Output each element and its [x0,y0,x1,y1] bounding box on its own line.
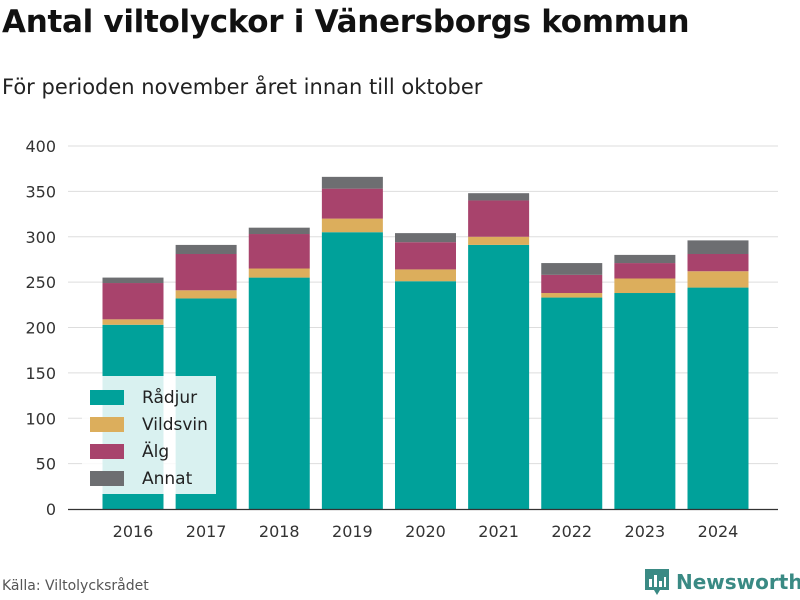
bar-segment-2019-vildsvin [321,218,383,233]
bar-segment-2017-vildsvin [175,290,237,299]
y-tick-label: 100 [25,409,56,428]
bar-segment-2024-rådjur [687,287,749,509]
y-tick-label: 200 [25,319,56,338]
legend-item-älg: Älg [82,438,216,465]
legend-swatch [90,471,124,486]
legend-label: Älg [142,441,170,462]
bar-segment-2021-älg [468,200,530,237]
bar-segment-2016-älg [102,283,164,320]
bar-segment-2020-vildsvin [395,269,456,282]
bar-segment-2018-vildsvin [248,268,310,278]
bar-segment-2022-älg [541,274,603,294]
y-tick-label: 0 [46,500,56,519]
x-tick-label: 2024 [698,522,739,541]
brand-name: Newsworthy [676,570,800,594]
bar-chart-logo-icon [645,569,669,595]
legend-label: Vildsvin [142,414,208,435]
bar-segment-2024-älg [687,253,749,272]
bar-segment-2022-annat [541,263,603,275]
y-axis-ticks: 0 50 100 150 200 250 300 350 400 [25,137,56,519]
bar-segment-2024-annat [687,240,749,254]
bar-segment-2022-rådjur [541,297,603,509]
legend-item-vildsvin: Vildsvin [82,411,216,438]
x-tick-label: 2022 [551,522,592,541]
y-tick-label: 250 [25,273,56,292]
legend-swatch [90,444,124,459]
legend-swatch [90,390,124,405]
y-tick-label: 50 [36,455,56,474]
bar-segment-2023-rådjur [614,293,676,509]
bar-segment-2024-vildsvin [687,271,749,288]
bar-segment-2020-älg [395,242,456,270]
bar-segment-2023-vildsvin [614,278,676,294]
bar-segment-2020-rådjur [395,281,456,509]
bar-segment-2019-rådjur [321,232,383,509]
y-tick-label: 400 [25,137,56,156]
legend: Rådjur Vildsvin Älg Annat [82,376,216,494]
bar-segment-2021-vildsvin [468,236,530,245]
bar-segment-2016-annat [102,277,164,284]
bar-segment-2019-annat [321,176,383,189]
chart-subtitle: För perioden november året innan till ok… [2,75,483,99]
x-tick-label: 2021 [478,522,519,541]
bar-segment-2018-älg [248,234,310,269]
bars [102,176,749,510]
bar-segment-2021-rådjur [468,244,530,510]
brand: Newsworthy [644,568,800,596]
bar-segment-2023-älg [614,263,676,279]
bar-segment-2023-annat [614,254,676,264]
bar-segment-2018-annat [248,227,310,235]
bar-segment-2021-annat [468,193,530,201]
bar-segment-2019-älg [321,188,383,219]
source-note: Källa: Viltolycksrådet [2,578,149,594]
legend-label: Annat [142,468,193,489]
bar-segment-2022-vildsvin [541,293,603,298]
bar-segment-2017-älg [175,253,237,291]
x-axis-ticks: 2016 2017 2018 2019 2020 2021 2022 2023 2024 [113,522,739,541]
x-tick-label: 2019 [332,522,373,541]
y-tick-label: 350 [25,182,56,201]
bar-segment-2017-annat [175,244,237,254]
y-tick-label: 300 [25,228,56,247]
bar-segment-2018-rådjur [248,277,310,509]
x-tick-label: 2023 [625,522,666,541]
x-tick-label: 2018 [259,522,300,541]
chart-title: Antal viltolyckor i Vänersborgs kommun [2,4,690,40]
legend-swatch [90,417,124,432]
legend-item-rådjur: Rådjur [82,384,216,411]
x-tick-label: 2020 [405,522,446,541]
legend-item-annat: Annat [82,465,216,492]
bar-segment-2016-vildsvin [102,319,164,325]
x-tick-label: 2017 [186,522,227,541]
x-tick-label: 2016 [113,522,154,541]
bar-segment-2020-annat [395,233,456,243]
y-tick-label: 150 [25,364,56,383]
legend-label: Rådjur [142,387,198,408]
